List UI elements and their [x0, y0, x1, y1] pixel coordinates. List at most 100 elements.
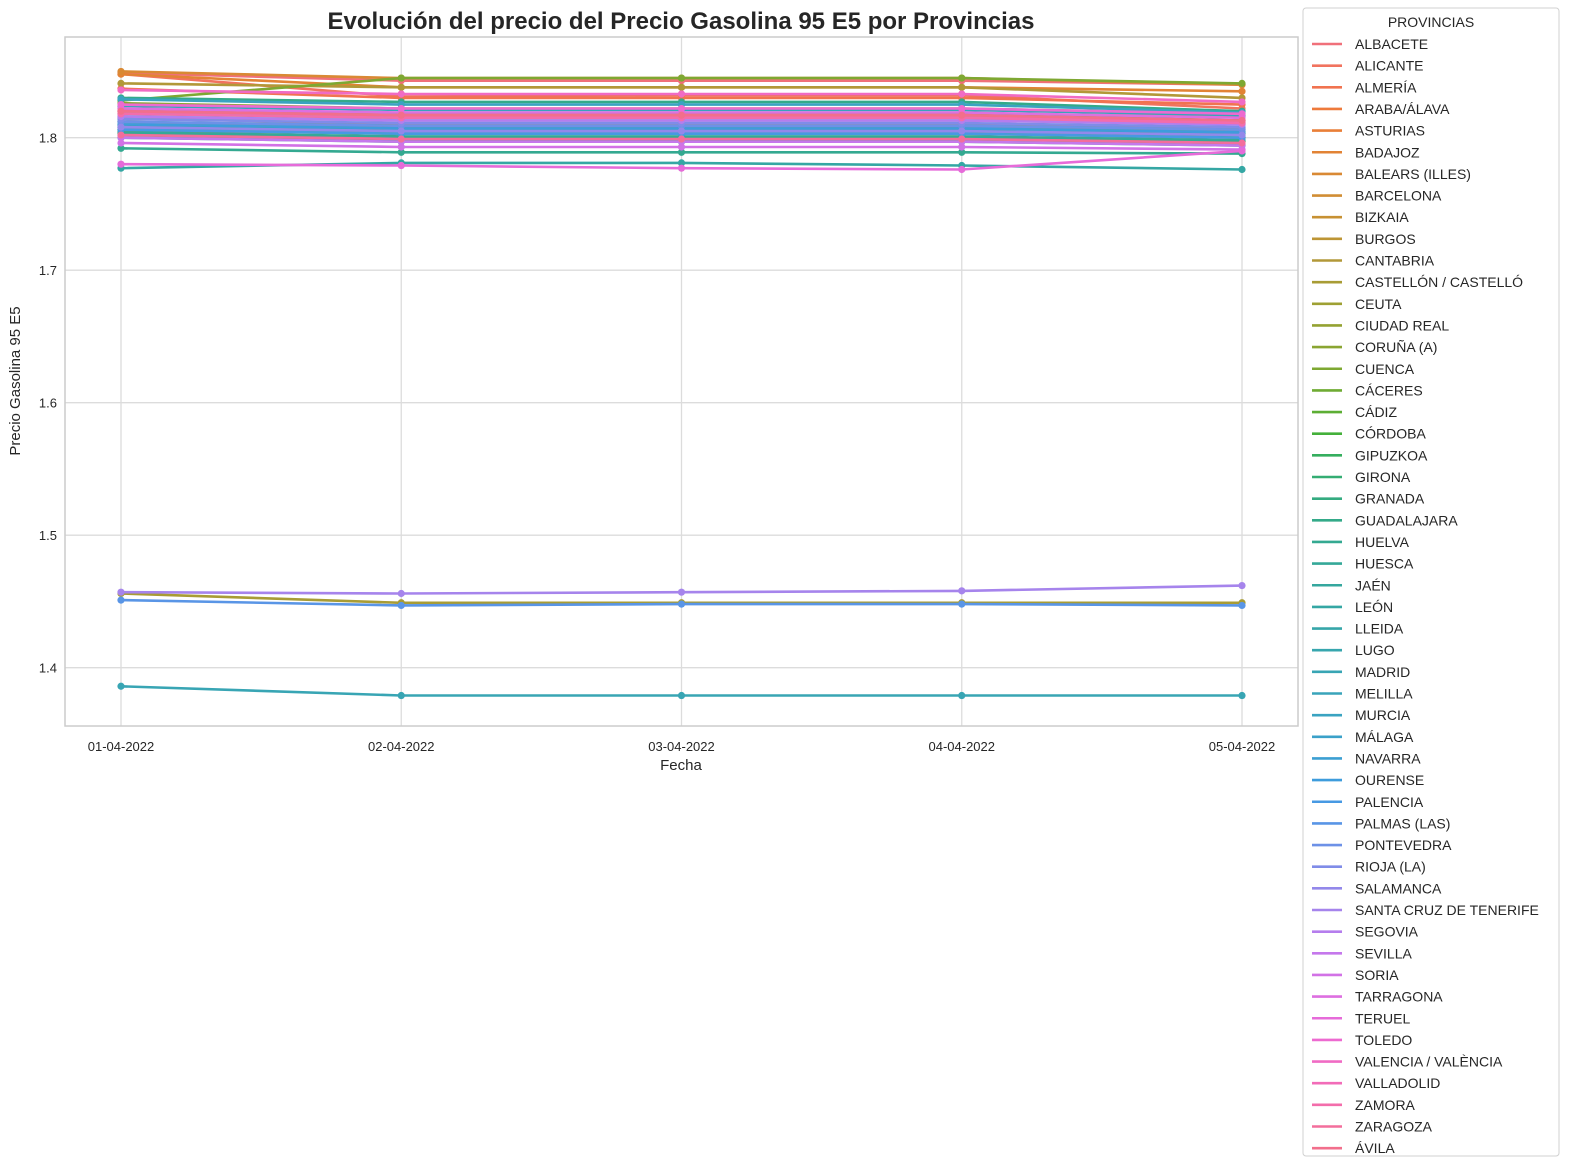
data-point — [677, 90, 686, 98]
data-point — [1238, 87, 1246, 95]
legend-title: PROVINCIAS — [1388, 14, 1474, 30]
data-point — [397, 135, 405, 143]
legend-label: BURGOS — [1355, 231, 1416, 247]
legend-label: LEÓN — [1355, 599, 1393, 615]
legend-label: ARABA/ÁLAVA — [1355, 101, 1450, 117]
legend-label: CEUTA — [1355, 296, 1402, 312]
data-point — [397, 104, 405, 113]
legend-label: GUADALAJARA — [1355, 512, 1458, 528]
data-point — [1238, 691, 1246, 700]
legend-label: BALEARS (ILLES) — [1355, 166, 1471, 182]
data-point — [397, 143, 405, 151]
legend-label: OURENSE — [1355, 772, 1424, 788]
data-point — [677, 164, 686, 172]
y-tick-label: 1.8 — [39, 131, 57, 146]
legend-label: LUGO — [1355, 642, 1395, 658]
data-point — [117, 123, 125, 131]
data-point — [397, 83, 405, 91]
legend-label: CASTELLÓN / CASTELLÓ — [1355, 274, 1523, 290]
data-point — [958, 127, 966, 135]
legend-label: ZAMORA — [1355, 1097, 1416, 1113]
series-teruel — [117, 147, 1246, 174]
legend-label: BADAJOZ — [1355, 144, 1420, 160]
data-point — [397, 111, 405, 119]
data-point — [677, 135, 686, 143]
legend-label: CÓRDOBA — [1355, 426, 1426, 442]
data-point — [1238, 139, 1246, 147]
legend-entries: ALBACETE ALICANTE ALMERÍA ARABA/ÁLAVA ASTURI… — [1312, 36, 1539, 1156]
plot-area-frame — [64, 36, 1299, 727]
data-point — [677, 691, 686, 700]
x-tick-label: 01-04-2022 — [88, 739, 155, 754]
data-point — [1238, 147, 1246, 155]
series-palmas-las- — [117, 596, 1246, 610]
series-toledo — [117, 100, 1246, 118]
data-point — [117, 139, 125, 147]
legend-label: BIZKAIA — [1355, 209, 1409, 225]
data-point — [117, 95, 125, 103]
legend-label: PALMAS (LAS) — [1355, 815, 1450, 831]
data-point — [677, 104, 686, 113]
legend-label: CANTABRIA — [1355, 253, 1435, 269]
legend-label: MÁLAGA — [1355, 729, 1414, 745]
series-valencia-val-ncia — [117, 86, 1246, 106]
data-point — [958, 111, 966, 119]
data-point — [677, 143, 686, 151]
series-madrid — [117, 682, 1246, 700]
data-point — [397, 148, 405, 156]
data-point — [677, 159, 686, 167]
legend-label: SORIA — [1355, 967, 1399, 983]
legend: PROVINCIAS ALBACETE ALICANTE ALMERÍA ARABA/… — [1302, 7, 1560, 1157]
x-tick-label: 05-04-2022 — [1209, 739, 1276, 754]
data-point — [958, 104, 966, 113]
y-axis-ticks: 1.4 1.5 1.6 1.7 1.8 — [39, 131, 57, 676]
data-point — [397, 127, 405, 135]
series-zaragoza — [117, 131, 1246, 147]
data-point — [677, 74, 686, 82]
data-point — [958, 691, 966, 700]
legend-label: TARRAGONA — [1355, 989, 1443, 1005]
x-tick-label: 04-04-2022 — [929, 739, 996, 754]
data-point — [117, 596, 125, 604]
legend-label: LLEIDA — [1355, 621, 1404, 637]
legend-label: CUENCA — [1355, 361, 1415, 377]
legend-label: GIRONA — [1355, 469, 1411, 485]
data-point — [958, 135, 966, 143]
legend-label: HUESCA — [1355, 556, 1414, 572]
x-axis-ticks: 01-04-2022 02-04-2022 03-04-2022 04-04-2022… — [88, 739, 1276, 754]
legend-label: NAVARRA — [1355, 750, 1421, 766]
data-point — [1238, 116, 1246, 125]
chart-title: Evolución del precio del Precio Gasolina… — [328, 8, 1035, 35]
legend-label: GIPUZKOA — [1355, 447, 1428, 463]
data-point — [958, 600, 966, 608]
data-point — [677, 111, 686, 119]
data-point — [677, 127, 686, 135]
data-point — [1238, 110, 1246, 118]
data-point — [397, 90, 405, 98]
series-lines — [117, 67, 1246, 700]
data-point — [958, 83, 966, 91]
data-point — [117, 160, 125, 168]
legend-label: CORUÑA (A) — [1355, 339, 1437, 355]
data-point — [1238, 165, 1246, 174]
data-point — [1238, 79, 1246, 87]
series-soria — [117, 139, 1246, 154]
legend-label: VALENCIA / VALÈNCIA — [1355, 1054, 1503, 1070]
legend-label: JAÉN — [1355, 577, 1391, 593]
legend-label: PONTEVEDRA — [1355, 837, 1452, 853]
data-point — [1238, 601, 1246, 610]
y-tick-label: 1.6 — [39, 396, 57, 411]
data-point — [117, 144, 125, 152]
data-point — [958, 148, 966, 156]
y-axis-label: Precio Gasolina 95 E5 — [7, 306, 24, 455]
data-point — [677, 588, 686, 596]
series--vila — [117, 107, 1246, 125]
legend-label: ALBACETE — [1355, 36, 1428, 52]
y-tick-label: 1.5 — [39, 528, 57, 543]
data-point — [958, 74, 966, 82]
legend-label: ÁVILA — [1355, 1140, 1395, 1156]
y-tick-label: 1.7 — [39, 263, 57, 278]
legend-label: TOLEDO — [1355, 1032, 1412, 1048]
legend-label: TERUEL — [1355, 1010, 1410, 1026]
